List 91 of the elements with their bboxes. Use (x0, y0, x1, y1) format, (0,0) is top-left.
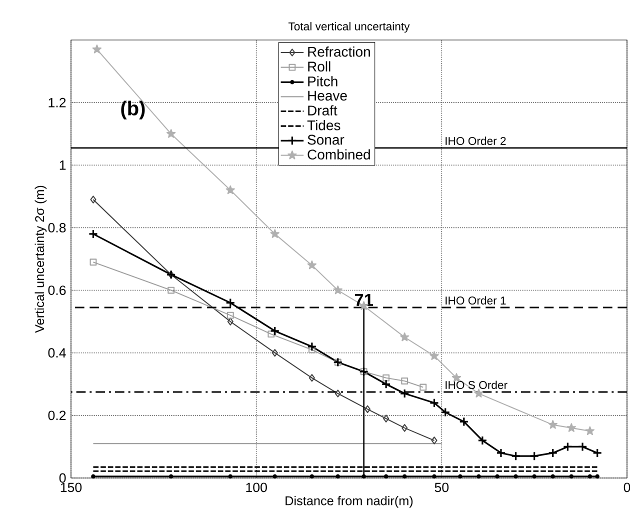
point (548, 420, 558, 429)
ref-line-label: IHO Order 2 (446, 136, 506, 145)
point (381, 379, 391, 389)
x-tick-label: 100 (246, 482, 267, 492)
point (168, 474, 174, 479)
point (562, 442, 572, 452)
point (474, 388, 484, 398)
point (458, 474, 462, 479)
point (310, 474, 314, 479)
y-tick-label: 0 (59, 473, 66, 483)
point (384, 474, 388, 479)
point (514, 474, 518, 479)
point (402, 424, 408, 432)
annotation: (b) (121, 100, 145, 120)
point (429, 398, 440, 408)
point (334, 390, 341, 398)
point (226, 185, 235, 194)
y-tick-label: 1 (60, 160, 66, 170)
point (333, 285, 342, 294)
point (401, 378, 408, 384)
point (168, 286, 175, 294)
point (566, 423, 576, 432)
point (478, 436, 488, 446)
point (459, 416, 469, 426)
point (530, 451, 540, 461)
point (268, 330, 275, 338)
y-tick-label: 0.6 (48, 286, 66, 295)
y-axis-title: Vertical uncertainty 2σ (m) (34, 186, 47, 333)
legend-label: Roll (308, 61, 330, 72)
point (272, 474, 277, 479)
legend-label: Draft (308, 105, 338, 116)
point (336, 474, 340, 479)
x-tick-label: 0 (624, 482, 630, 492)
point (532, 474, 536, 479)
legend-label: Heave (308, 90, 347, 101)
point (430, 351, 439, 360)
legend-label: Combined (308, 149, 370, 160)
point (420, 384, 427, 391)
point (402, 474, 407, 479)
point (382, 374, 390, 382)
point (307, 342, 317, 352)
point (431, 436, 438, 444)
annotation: 71 (354, 294, 373, 306)
legend-label: Pitch (308, 76, 338, 86)
point (476, 474, 481, 479)
point (400, 332, 410, 342)
x-tick-label: 50 (434, 482, 449, 492)
point (308, 374, 315, 382)
y-tick-label: 0.4 (48, 348, 66, 358)
y-tick-label: 0.2 (48, 410, 66, 420)
point (432, 474, 436, 479)
point (270, 229, 280, 238)
y-tick-label: 0.8 (48, 222, 66, 232)
point (550, 474, 556, 479)
point (92, 44, 102, 54)
point (495, 474, 500, 479)
point (595, 474, 600, 479)
x-axis-title: Distance from nadir(m) (286, 496, 413, 508)
point (90, 196, 96, 204)
point (90, 258, 97, 266)
point (548, 448, 558, 458)
point (585, 426, 595, 436)
point (228, 474, 233, 479)
point (88, 229, 98, 239)
point (592, 448, 602, 458)
point (272, 348, 278, 357)
legend-label: Refraction (308, 46, 370, 57)
ref-line-label: IHO Order 1 (446, 296, 506, 305)
point (588, 474, 592, 479)
point (578, 442, 588, 452)
chart-title: Total vertical uncertainty (288, 22, 410, 33)
x-tick-label: 150 (60, 482, 82, 492)
point (496, 448, 506, 458)
point (362, 474, 366, 479)
point (440, 408, 450, 418)
point (307, 260, 317, 270)
point (227, 318, 234, 326)
point (364, 405, 371, 414)
point (226, 298, 236, 308)
ref-line-label: IHO S Order (446, 380, 508, 390)
y-tick-label: 1.2 (48, 98, 66, 108)
point (270, 326, 280, 336)
point (226, 312, 234, 319)
point (91, 474, 96, 479)
point (383, 414, 390, 422)
point (511, 451, 521, 461)
point (569, 474, 574, 479)
point (400, 388, 410, 398)
point (166, 129, 176, 138)
legend-label: Tides (307, 120, 340, 130)
legend-label: Sonar (308, 134, 344, 145)
